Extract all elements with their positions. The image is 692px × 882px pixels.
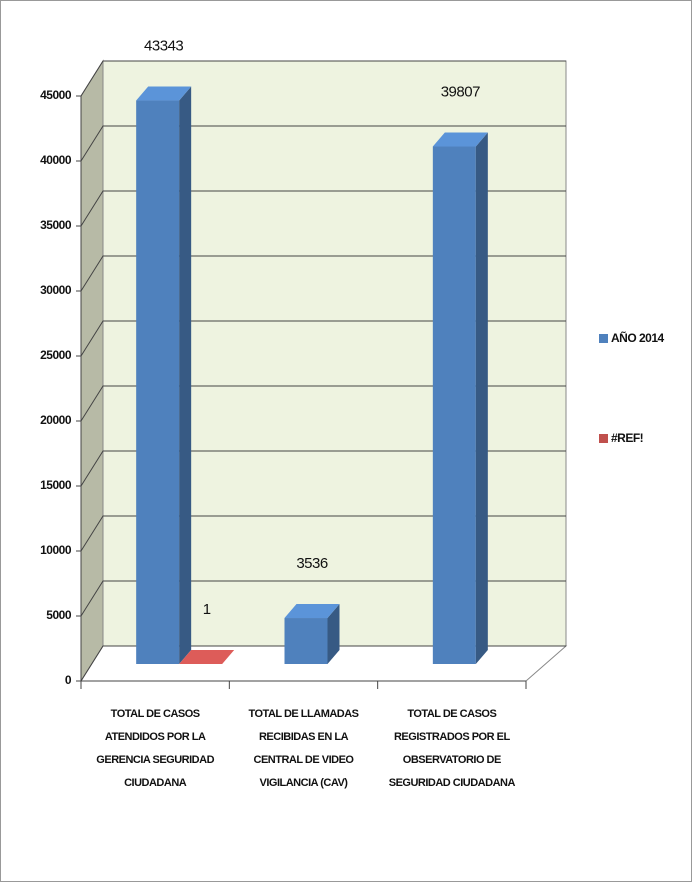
legend-swatch [599, 334, 608, 343]
y-tick-label: 40000 [40, 153, 72, 167]
bar-top [432, 132, 488, 147]
bar-top [284, 604, 340, 619]
bar [284, 618, 328, 664]
value-label: 43343 [144, 38, 183, 55]
x-tick-label: TOTAL DE CASOS ATENDIDOS POR LA GERENCIA… [96, 708, 215, 789]
value-label: 1 [203, 601, 211, 618]
bar [136, 100, 180, 664]
bar [432, 146, 476, 664]
grid-line [80, 125, 566, 162]
bar-top [136, 86, 192, 101]
y-tick-label: 0 [65, 673, 72, 687]
legend-label: AÑO 2014 [611, 330, 665, 345]
bar-top [179, 649, 235, 664]
x-tick-label: TOTAL DE CASOS REGISTRADOS POR EL OBSERV… [388, 708, 516, 789]
y-tick-label: 30000 [40, 283, 72, 297]
y-tick-label: 20000 [40, 413, 72, 427]
y-tick-label: 35000 [40, 218, 72, 232]
y-tick-label: 15000 [40, 478, 72, 492]
grid-line [80, 645, 566, 682]
bar-side [327, 604, 340, 664]
legend-label: #REF! [611, 431, 643, 445]
value-label: 3536 [296, 555, 328, 572]
bar-side [222, 649, 235, 664]
grid-line [80, 60, 566, 97]
bar-side [475, 132, 488, 664]
grid-line [80, 320, 566, 357]
y-tick-label: 25000 [40, 348, 72, 362]
value-label: 39807 [441, 83, 480, 100]
grid-line [80, 450, 566, 487]
grid-line [80, 515, 566, 552]
bar-side [179, 86, 192, 664]
grid-line [80, 190, 566, 227]
y-tick-label: 45000 [40, 88, 72, 102]
grid-line [80, 255, 566, 292]
y-tick-label: 5000 [46, 608, 72, 622]
legend-swatch [599, 434, 608, 443]
grid-line [80, 580, 566, 617]
grid-line [80, 385, 566, 422]
y-tick-label: 10000 [40, 543, 72, 557]
side-wall [80, 59, 104, 683]
x-tick-label: TOTAL DE LLAMADAS RECIBIDAS EN LA CENTRA… [248, 708, 359, 789]
